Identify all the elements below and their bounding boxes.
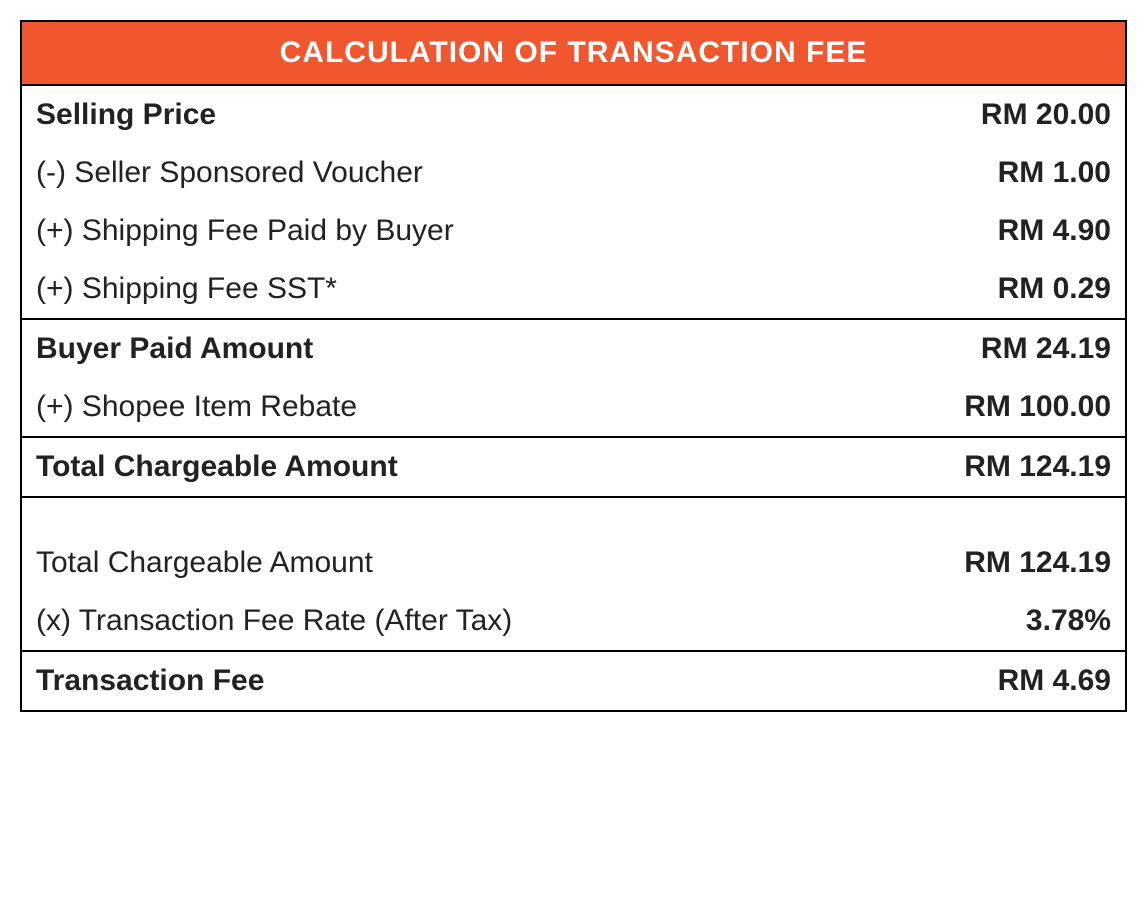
section-calculation: Total Chargeable Amount RM 124.19 (x) Tr… (22, 496, 1125, 650)
row-value: RM 24.19 (981, 332, 1111, 366)
row-label: Buyer Paid Amount (36, 332, 313, 366)
table-row: (+) Shipping Fee SST* RM 0.29 (22, 260, 1125, 318)
row-label: Transaction Fee (36, 664, 264, 698)
table-row: (+) Shopee Item Rebate RM 100.00 (22, 378, 1125, 436)
row-label: (+) Shopee Item Rebate (36, 390, 357, 424)
table-row: (+) Shipping Fee Paid by Buyer RM 4.90 (22, 202, 1125, 260)
row-label: (+) Shipping Fee SST* (36, 272, 337, 306)
table-row: Selling Price RM 20.00 (22, 86, 1125, 144)
row-label: Total Chargeable Amount (36, 450, 398, 484)
row-value: RM 124.19 (964, 546, 1111, 580)
row-value: RM 0.29 (998, 272, 1111, 306)
section-inputs: Selling Price RM 20.00 (-) Seller Sponso… (22, 84, 1125, 318)
row-value: RM 1.00 (998, 156, 1111, 190)
section-total-chargeable: Total Chargeable Amount RM 124.19 (22, 436, 1125, 496)
row-label: Total Chargeable Amount (36, 546, 373, 580)
table-row: (-) Seller Sponsored Voucher RM 1.00 (22, 144, 1125, 202)
row-label: Selling Price (36, 98, 216, 132)
row-value: RM 4.90 (998, 214, 1111, 248)
table-title: CALCULATION OF TRANSACTION FEE (280, 36, 868, 69)
row-value: 3.78% (1026, 604, 1111, 638)
table-row: (x) Transaction Fee Rate (After Tax) 3.7… (22, 592, 1125, 650)
row-value: RM 100.00 (964, 390, 1111, 424)
row-label: (+) Shipping Fee Paid by Buyer (36, 214, 454, 248)
row-label: (x) Transaction Fee Rate (After Tax) (36, 604, 512, 638)
table-header: CALCULATION OF TRANSACTION FEE (22, 22, 1125, 84)
section-buyer-paid: Buyer Paid Amount RM 24.19 (+) Shopee It… (22, 318, 1125, 436)
row-value: RM 4.69 (998, 664, 1111, 698)
row-value: RM 20.00 (981, 98, 1111, 132)
table-row: Total Chargeable Amount RM 124.19 (22, 534, 1125, 592)
fee-calculation-table: CALCULATION OF TRANSACTION FEE Selling P… (20, 20, 1127, 712)
table-row: Total Chargeable Amount RM 124.19 (22, 438, 1125, 496)
table-row: Buyer Paid Amount RM 24.19 (22, 320, 1125, 378)
row-label: (-) Seller Sponsored Voucher (36, 156, 423, 190)
section-transaction-fee: Transaction Fee RM 4.69 (22, 650, 1125, 710)
table-row: Transaction Fee RM 4.69 (22, 652, 1125, 710)
section-spacer (22, 498, 1125, 534)
row-value: RM 124.19 (964, 450, 1111, 484)
